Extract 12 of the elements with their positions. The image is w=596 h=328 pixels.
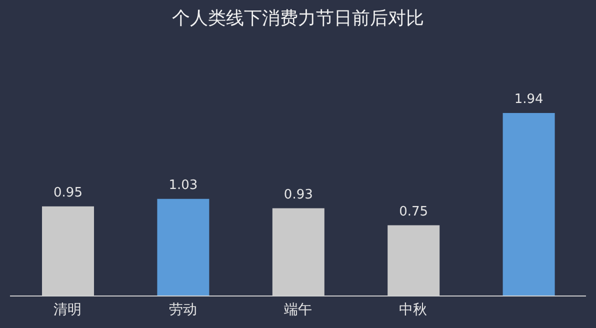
chart-title: 个人类线下消费力节日前后对比 (171, 7, 425, 30)
data-label: 1.94 (514, 92, 544, 107)
data-label: 1.03 (168, 178, 198, 193)
data-label: 0.93 (284, 187, 313, 202)
bar (157, 198, 210, 296)
x-tick-label: 端午 (284, 302, 312, 318)
x-tick-label: 劳动 (168, 302, 197, 318)
data-label: 0.75 (399, 204, 428, 220)
data-label: 0.95 (54, 185, 82, 200)
x-tick-label: 清明 (54, 302, 82, 318)
bar (502, 113, 555, 296)
x-tick-label: 中秋 (399, 302, 428, 318)
